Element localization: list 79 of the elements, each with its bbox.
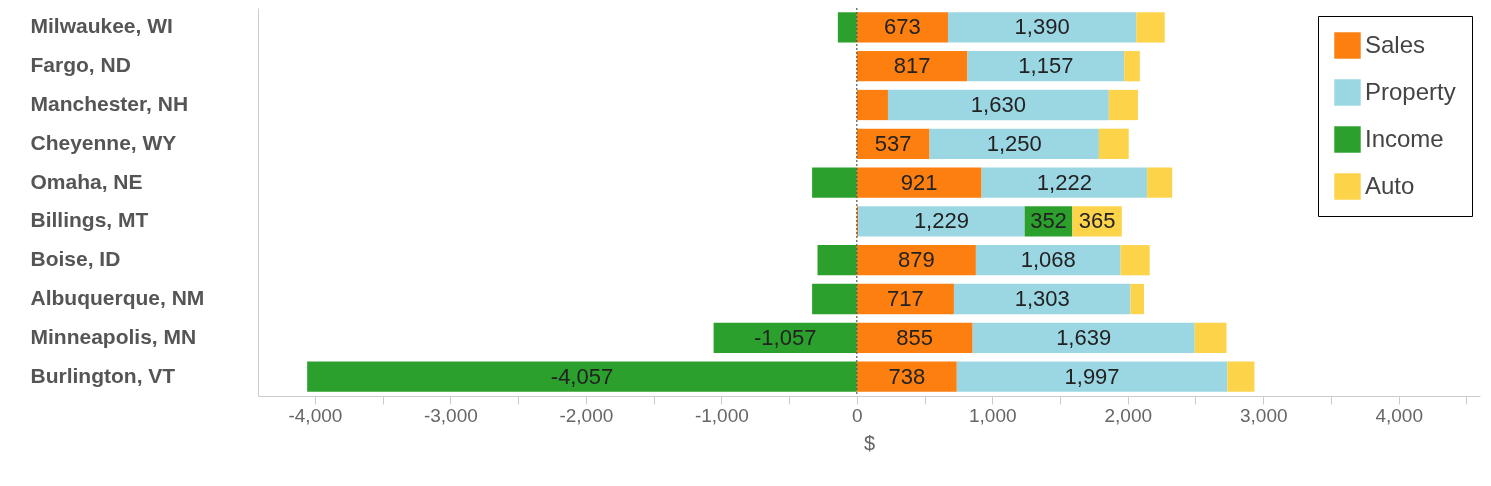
x-tick-label: -3,000: [423, 404, 478, 426]
bar: [837, 12, 857, 43]
data-label: -4,057: [550, 363, 614, 389]
x-axis-title: $: [863, 431, 876, 454]
data-label: 1,250: [986, 130, 1042, 156]
bar: [887, 89, 1109, 121]
x-tick-label: -1,000: [694, 404, 749, 426]
bar: [1098, 128, 1129, 159]
data-label: 1,390: [1014, 14, 1070, 40]
bar: [856, 322, 973, 353]
data-label: 1,303: [1014, 286, 1070, 311]
bar: [817, 245, 857, 276]
bar: [929, 128, 1099, 159]
data-label: 352: [1030, 208, 1067, 234]
bar: [856, 361, 957, 392]
bar: [856, 12, 948, 43]
data-label: 1,229: [913, 208, 969, 234]
data-label: 879: [897, 247, 935, 273]
data-label: 921: [900, 169, 938, 195]
x-tick-label: 2,000: [1104, 404, 1153, 426]
bar: [858, 206, 1025, 237]
bar: [953, 283, 1131, 315]
data-label: 673: [884, 14, 921, 40]
bar: [1120, 245, 1150, 276]
data-label: 537: [874, 130, 912, 156]
bar: [1124, 51, 1140, 82]
bar: [856, 167, 982, 198]
y-tick-label: Billings, MT: [30, 208, 149, 232]
bar: [972, 322, 1195, 353]
x-tick-label: 3,000: [1239, 404, 1288, 426]
bar: [856, 283, 954, 315]
bar: [967, 51, 1125, 82]
bar: [713, 322, 857, 353]
x-tick-label: -2,000: [559, 404, 614, 426]
bar: [856, 245, 976, 276]
data-label: 1,068: [1020, 247, 1076, 273]
legend-label: Property: [1365, 77, 1456, 105]
bar: [307, 361, 857, 392]
y-tick-label: Milwaukee, WI: [30, 14, 173, 38]
data-label: 365: [1078, 208, 1116, 234]
bar: [1194, 322, 1227, 353]
x-tick-label: 1,000: [969, 404, 1017, 426]
x-tick-label: 4,000: [1375, 404, 1423, 426]
x-tick-label: 0: [852, 404, 863, 426]
bar: [856, 89, 888, 121]
data-label: 1,639: [1056, 324, 1112, 350]
bar: [975, 245, 1121, 276]
legend-label: Income: [1365, 124, 1444, 152]
data-label: 1,997: [1064, 363, 1120, 389]
legend-label: Sales: [1365, 30, 1426, 58]
x-tick-label: -4,000: [288, 404, 343, 426]
legend-label: Auto: [1365, 171, 1415, 199]
bar: [812, 167, 857, 198]
y-tick-label: Albuquerque, NM: [30, 286, 205, 309]
bar: [1130, 283, 1145, 315]
data-label: -1,057: [754, 324, 817, 350]
data-label: 738: [888, 363, 926, 389]
y-tick-label: Boise, ID: [30, 247, 121, 271]
data-label: 1,222: [1036, 169, 1092, 195]
bar: [1227, 361, 1255, 392]
data-label: 1,630: [970, 92, 1026, 117]
data-label: 717: [887, 286, 924, 311]
y-tick-label: Cheyenne, WY: [30, 130, 177, 154]
bar: [981, 167, 1148, 198]
y-tick-label: Manchester, NH: [30, 92, 189, 115]
y-tick-label: Omaha, NE: [30, 169, 143, 193]
bar: [1147, 167, 1173, 198]
bar: [856, 51, 968, 82]
bar: [812, 283, 857, 315]
y-tick-label: Minneapolis, MN: [30, 324, 197, 348]
data-label: 817: [893, 53, 931, 79]
bar: [947, 12, 1137, 43]
bar: [956, 361, 1228, 392]
data-label: 855: [896, 324, 934, 350]
y-tick-label: Burlington, VT: [30, 363, 176, 387]
bar: [1108, 89, 1138, 121]
data-label: 1,157: [1018, 53, 1074, 79]
bar: [1136, 12, 1165, 43]
y-tick-label: Fargo, ND: [30, 53, 131, 77]
